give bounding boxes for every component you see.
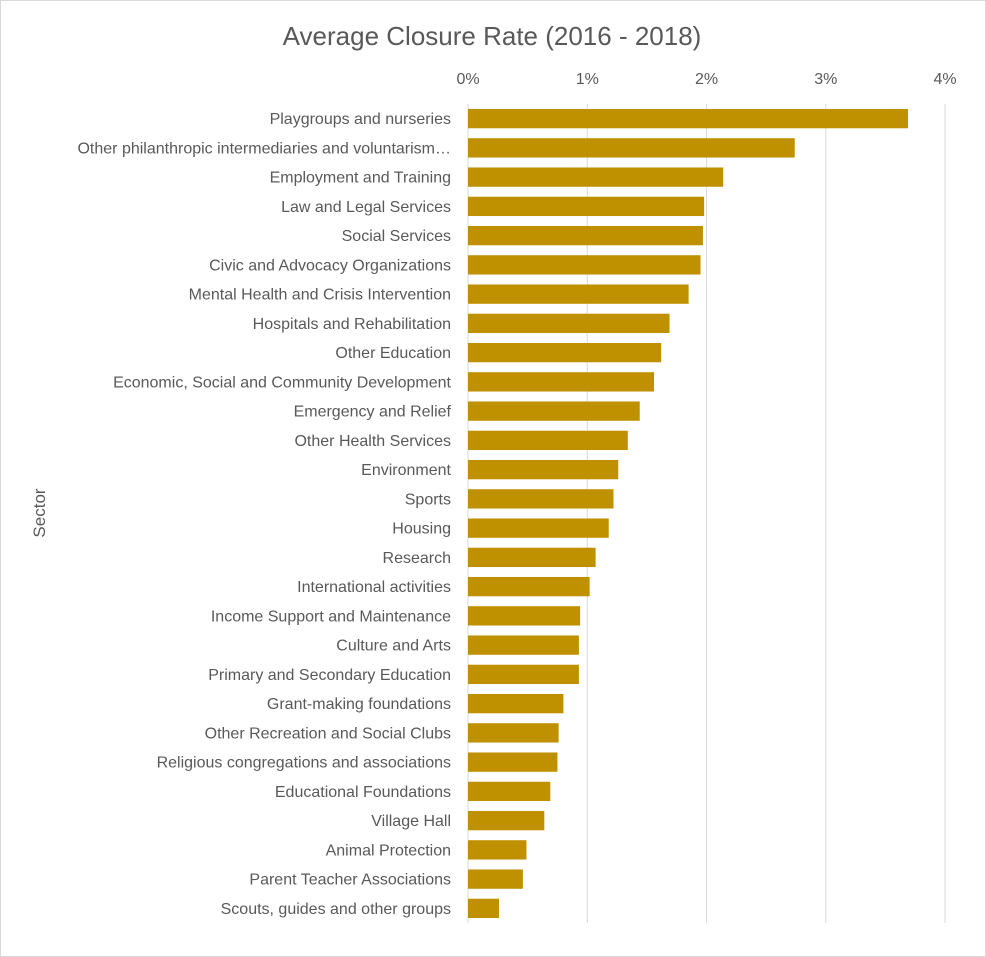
category-label: Hospitals and Rehabilitation (253, 316, 451, 333)
category-label: Law and Legal Services (281, 199, 451, 216)
bar (468, 255, 701, 275)
bar (468, 518, 609, 538)
category-label: Playgroups and nurseries (270, 111, 451, 128)
category-label: Other philanthropic intermediaries and v… (77, 140, 451, 157)
y-axis-title: Sector (30, 488, 49, 537)
x-tick-label: 1% (576, 71, 599, 88)
category-label: Primary and Secondary Education (208, 667, 451, 684)
bar (468, 810, 545, 831)
bar (468, 167, 724, 187)
x-tick-label: 3% (814, 71, 837, 88)
category-label: Scouts, guides and other groups (221, 901, 451, 918)
category-label: Income Support and Maintenance (211, 608, 451, 625)
bar (468, 459, 619, 480)
bar (468, 138, 795, 158)
category-label: Housing (392, 521, 451, 538)
bar (468, 693, 564, 714)
category-label: Other Education (335, 345, 451, 362)
category-label: Grant-making foundations (267, 696, 451, 713)
bar (468, 840, 527, 860)
category-label: Animal Protection (326, 842, 451, 859)
bar (468, 108, 909, 129)
bar (468, 489, 614, 509)
bar (468, 869, 523, 889)
category-label: Village Hall (371, 813, 451, 830)
category-label: Environment (361, 462, 451, 479)
category-label: Social Services (342, 228, 451, 245)
bars (468, 108, 909, 919)
bar (468, 723, 559, 743)
bar (468, 606, 581, 626)
bar (468, 635, 579, 655)
category-label: Culture and Arts (336, 638, 451, 655)
category-label: Research (383, 550, 451, 567)
bar (468, 430, 628, 451)
x-tick-label: 4% (933, 71, 956, 88)
x-axis-ticks: 0% 1% 2% 3% 4% (456, 71, 956, 88)
category-label: Civic and Advocacy Organizations (209, 257, 451, 274)
category-label: Religious congregations and associations (157, 755, 451, 772)
chart-title: Average Closure Rate (2016 - 2018) (283, 21, 702, 51)
category-label: Employment and Training (270, 170, 451, 187)
bar (468, 781, 551, 802)
bar (468, 313, 670, 334)
category-label: International activities (297, 579, 451, 596)
category-label: Mental Health and Crisis Intervention (189, 287, 451, 304)
category-label: Sports (405, 491, 451, 508)
category-label: Parent Teacher Associations (249, 872, 451, 889)
bar (468, 342, 662, 363)
category-label: Educational Foundations (275, 784, 451, 801)
category-label: Economic, Social and Community Developme… (113, 374, 451, 391)
category-label: Other Health Services (294, 433, 451, 450)
bar (468, 225, 703, 246)
bar (468, 372, 655, 392)
category-labels: Playgroups and nurseries Other philanthro… (77, 111, 451, 918)
x-tick-label: 2% (695, 71, 718, 88)
bar (468, 576, 590, 597)
category-label: Other Recreation and Social Clubs (205, 725, 451, 742)
bar (468, 664, 579, 685)
bar (468, 898, 500, 919)
category-label: Emergency and Relief (294, 404, 452, 421)
bar (468, 752, 558, 772)
x-tick-label: 0% (456, 71, 479, 88)
bar (468, 196, 705, 217)
bar (468, 401, 640, 421)
bar (468, 547, 596, 568)
bar (468, 284, 689, 304)
